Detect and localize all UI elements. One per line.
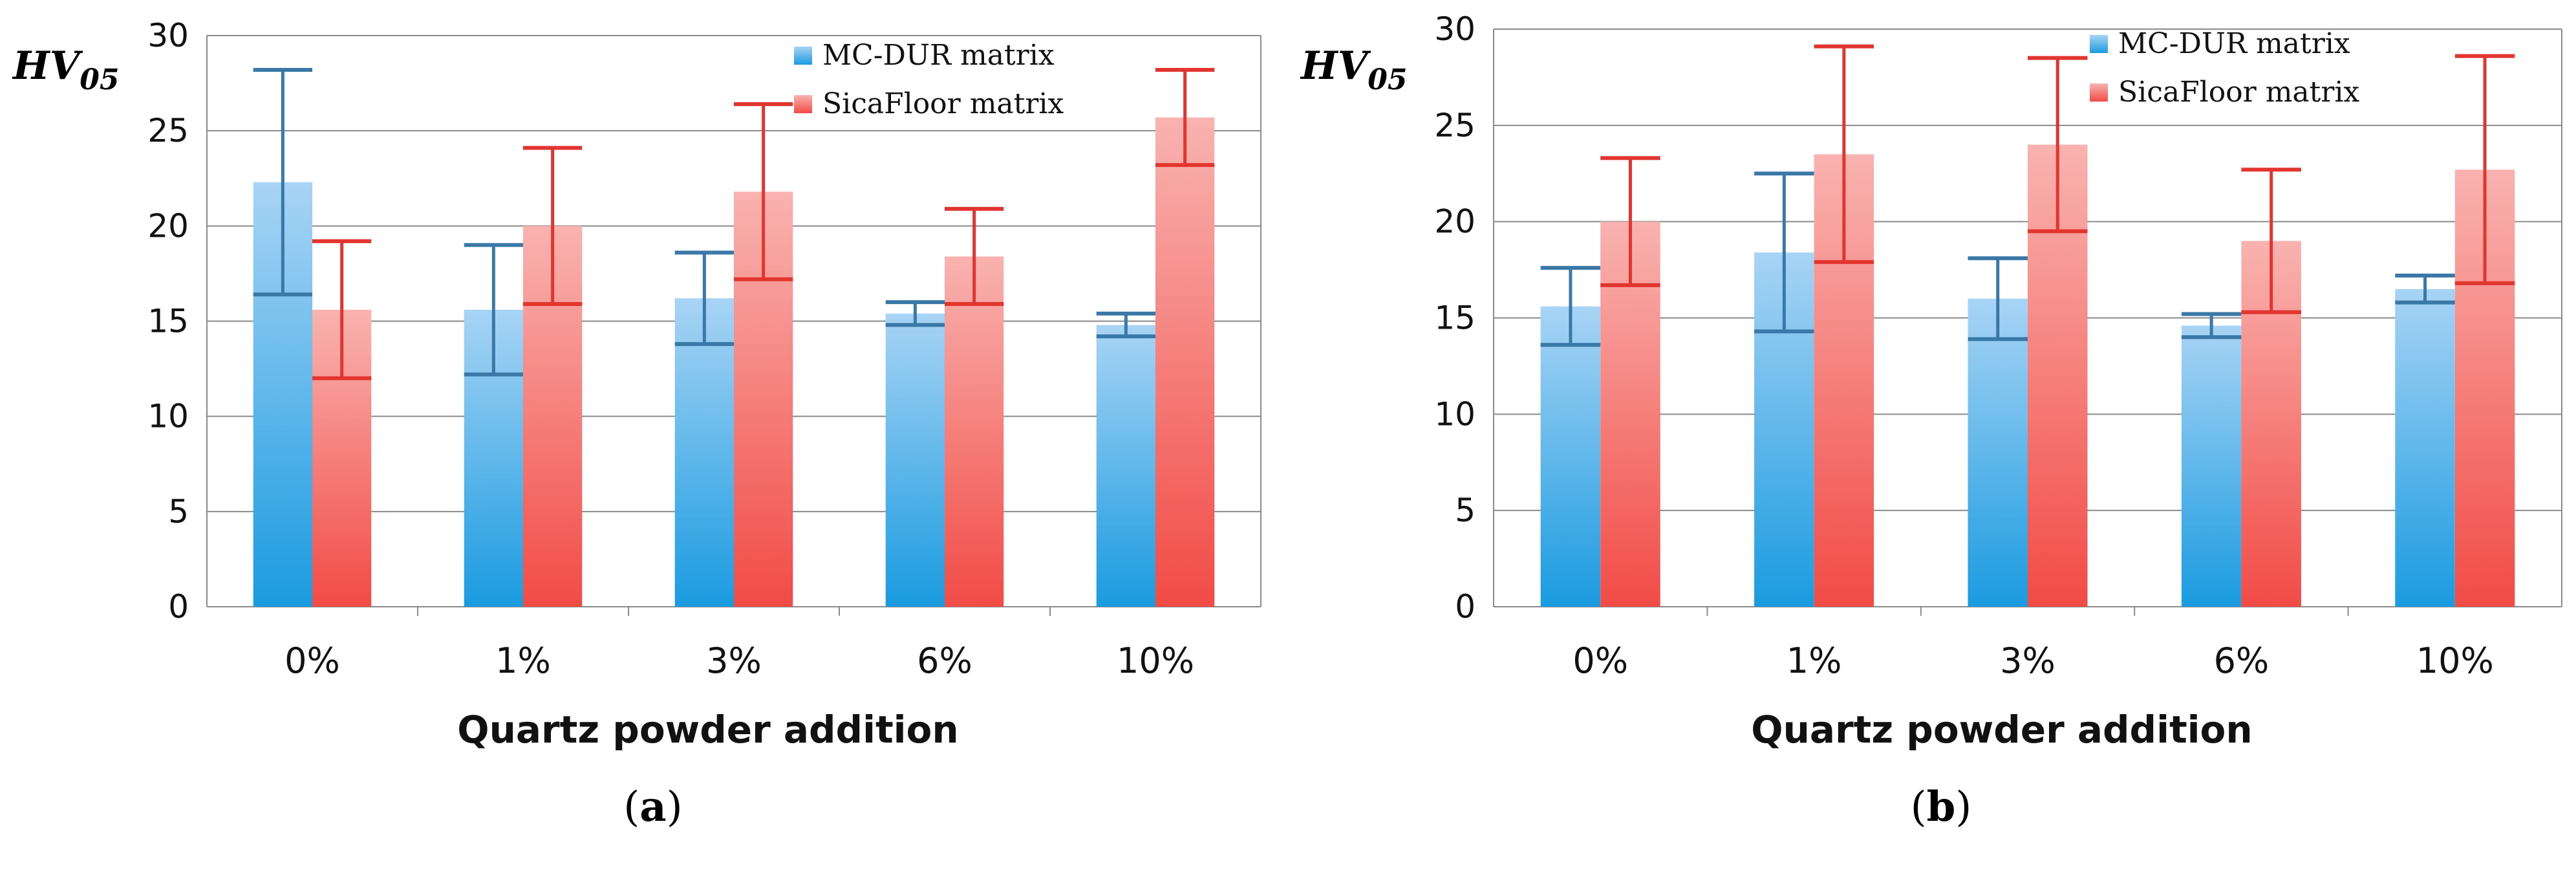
- legend-label: SicaFloor matrix: [2118, 76, 2359, 109]
- caption-a: (a): [623, 783, 683, 831]
- chart-panel-b: 0 5 10 15 20 25 30 HV05 0% 1% 3% 6% 10% Quartz powder…: [1288, 0, 2576, 870]
- chart-panel-a: 0 5 10 15 20 25 30 HV05 0% 1% 3% 6% 10% Quartz powder…: [12, 17, 1261, 831]
- bar-chart-b: 0 5 10 15 20 25 30 HV05 0% 1% 3% 6% 10% Quartz powder…: [1300, 10, 2562, 752]
- y-tick-label: 5: [168, 493, 189, 530]
- caption-b: (b): [1910, 783, 1972, 831]
- legend-swatch: [794, 47, 812, 65]
- y-axis-label: HV05: [1300, 43, 1407, 96]
- bar-mcdur: [2395, 288, 2455, 607]
- y-tick-label: 5: [1455, 492, 1476, 529]
- legend-label: MC-DUR matrix: [2118, 27, 2350, 60]
- bar-mcdur: [1096, 325, 1155, 607]
- caption-b-letter: b: [1926, 783, 1956, 831]
- x-tick-label: 10%: [2416, 640, 2494, 681]
- x-tick-label: 3%: [2000, 640, 2055, 681]
- legend-label: SicaFloor matrix: [822, 87, 1064, 120]
- legend-swatch: [2090, 35, 2108, 53]
- x-axis-label: Quartz powder addition: [1751, 708, 2252, 752]
- legend-label: MC-DUR matrix: [822, 39, 1055, 72]
- y-tick-label: 0: [1455, 588, 1476, 625]
- legend-swatch: [794, 95, 812, 113]
- y-tick-label: 30: [1434, 10, 1476, 48]
- y-tick-label: 15: [1434, 299, 1476, 337]
- bar-mcdur: [885, 313, 945, 607]
- y-tick-label: 15: [147, 303, 189, 340]
- y-tick-label: 10: [1434, 395, 1476, 433]
- y-tick-label: 20: [1434, 203, 1476, 241]
- bar-chart-a: 0 5 10 15 20 25 30 HV05 0% 1% 3% 6% 10% Quartz powder…: [12, 17, 1261, 752]
- bar-mcdur: [2181, 325, 2242, 607]
- x-tick-label: 1%: [1787, 640, 1842, 681]
- y-axis-label: HV05: [12, 43, 119, 96]
- x-axis-label: Quartz powder addition: [457, 708, 958, 752]
- x-tick-label: 0%: [1572, 640, 1628, 681]
- bar-mcdur: [1968, 298, 2028, 607]
- x-tick-label: 6%: [917, 640, 972, 681]
- x-tick-label: 10%: [1117, 640, 1194, 681]
- y-tick-label: 25: [147, 112, 189, 149]
- y-tick-label: 25: [1434, 107, 1476, 144]
- caption-a-letter: a: [639, 783, 667, 831]
- bar-mcdur: [1540, 306, 1601, 607]
- x-tick-label: 3%: [706, 640, 762, 681]
- bar-sicafloor: [945, 256, 1004, 607]
- legend-swatch: [2090, 83, 2108, 102]
- y-tick-label: 30: [147, 17, 189, 54]
- y-tick-label: 10: [147, 398, 189, 435]
- y-tick-label: 0: [168, 588, 189, 625]
- x-tick-label: 0%: [284, 640, 340, 681]
- bar-sicafloor: [1155, 117, 1215, 607]
- x-tick-label: 6%: [2214, 640, 2270, 681]
- bar-mcdur: [674, 298, 734, 607]
- x-tick-label: 1%: [495, 640, 551, 681]
- y-tick-label: 20: [147, 207, 189, 245]
